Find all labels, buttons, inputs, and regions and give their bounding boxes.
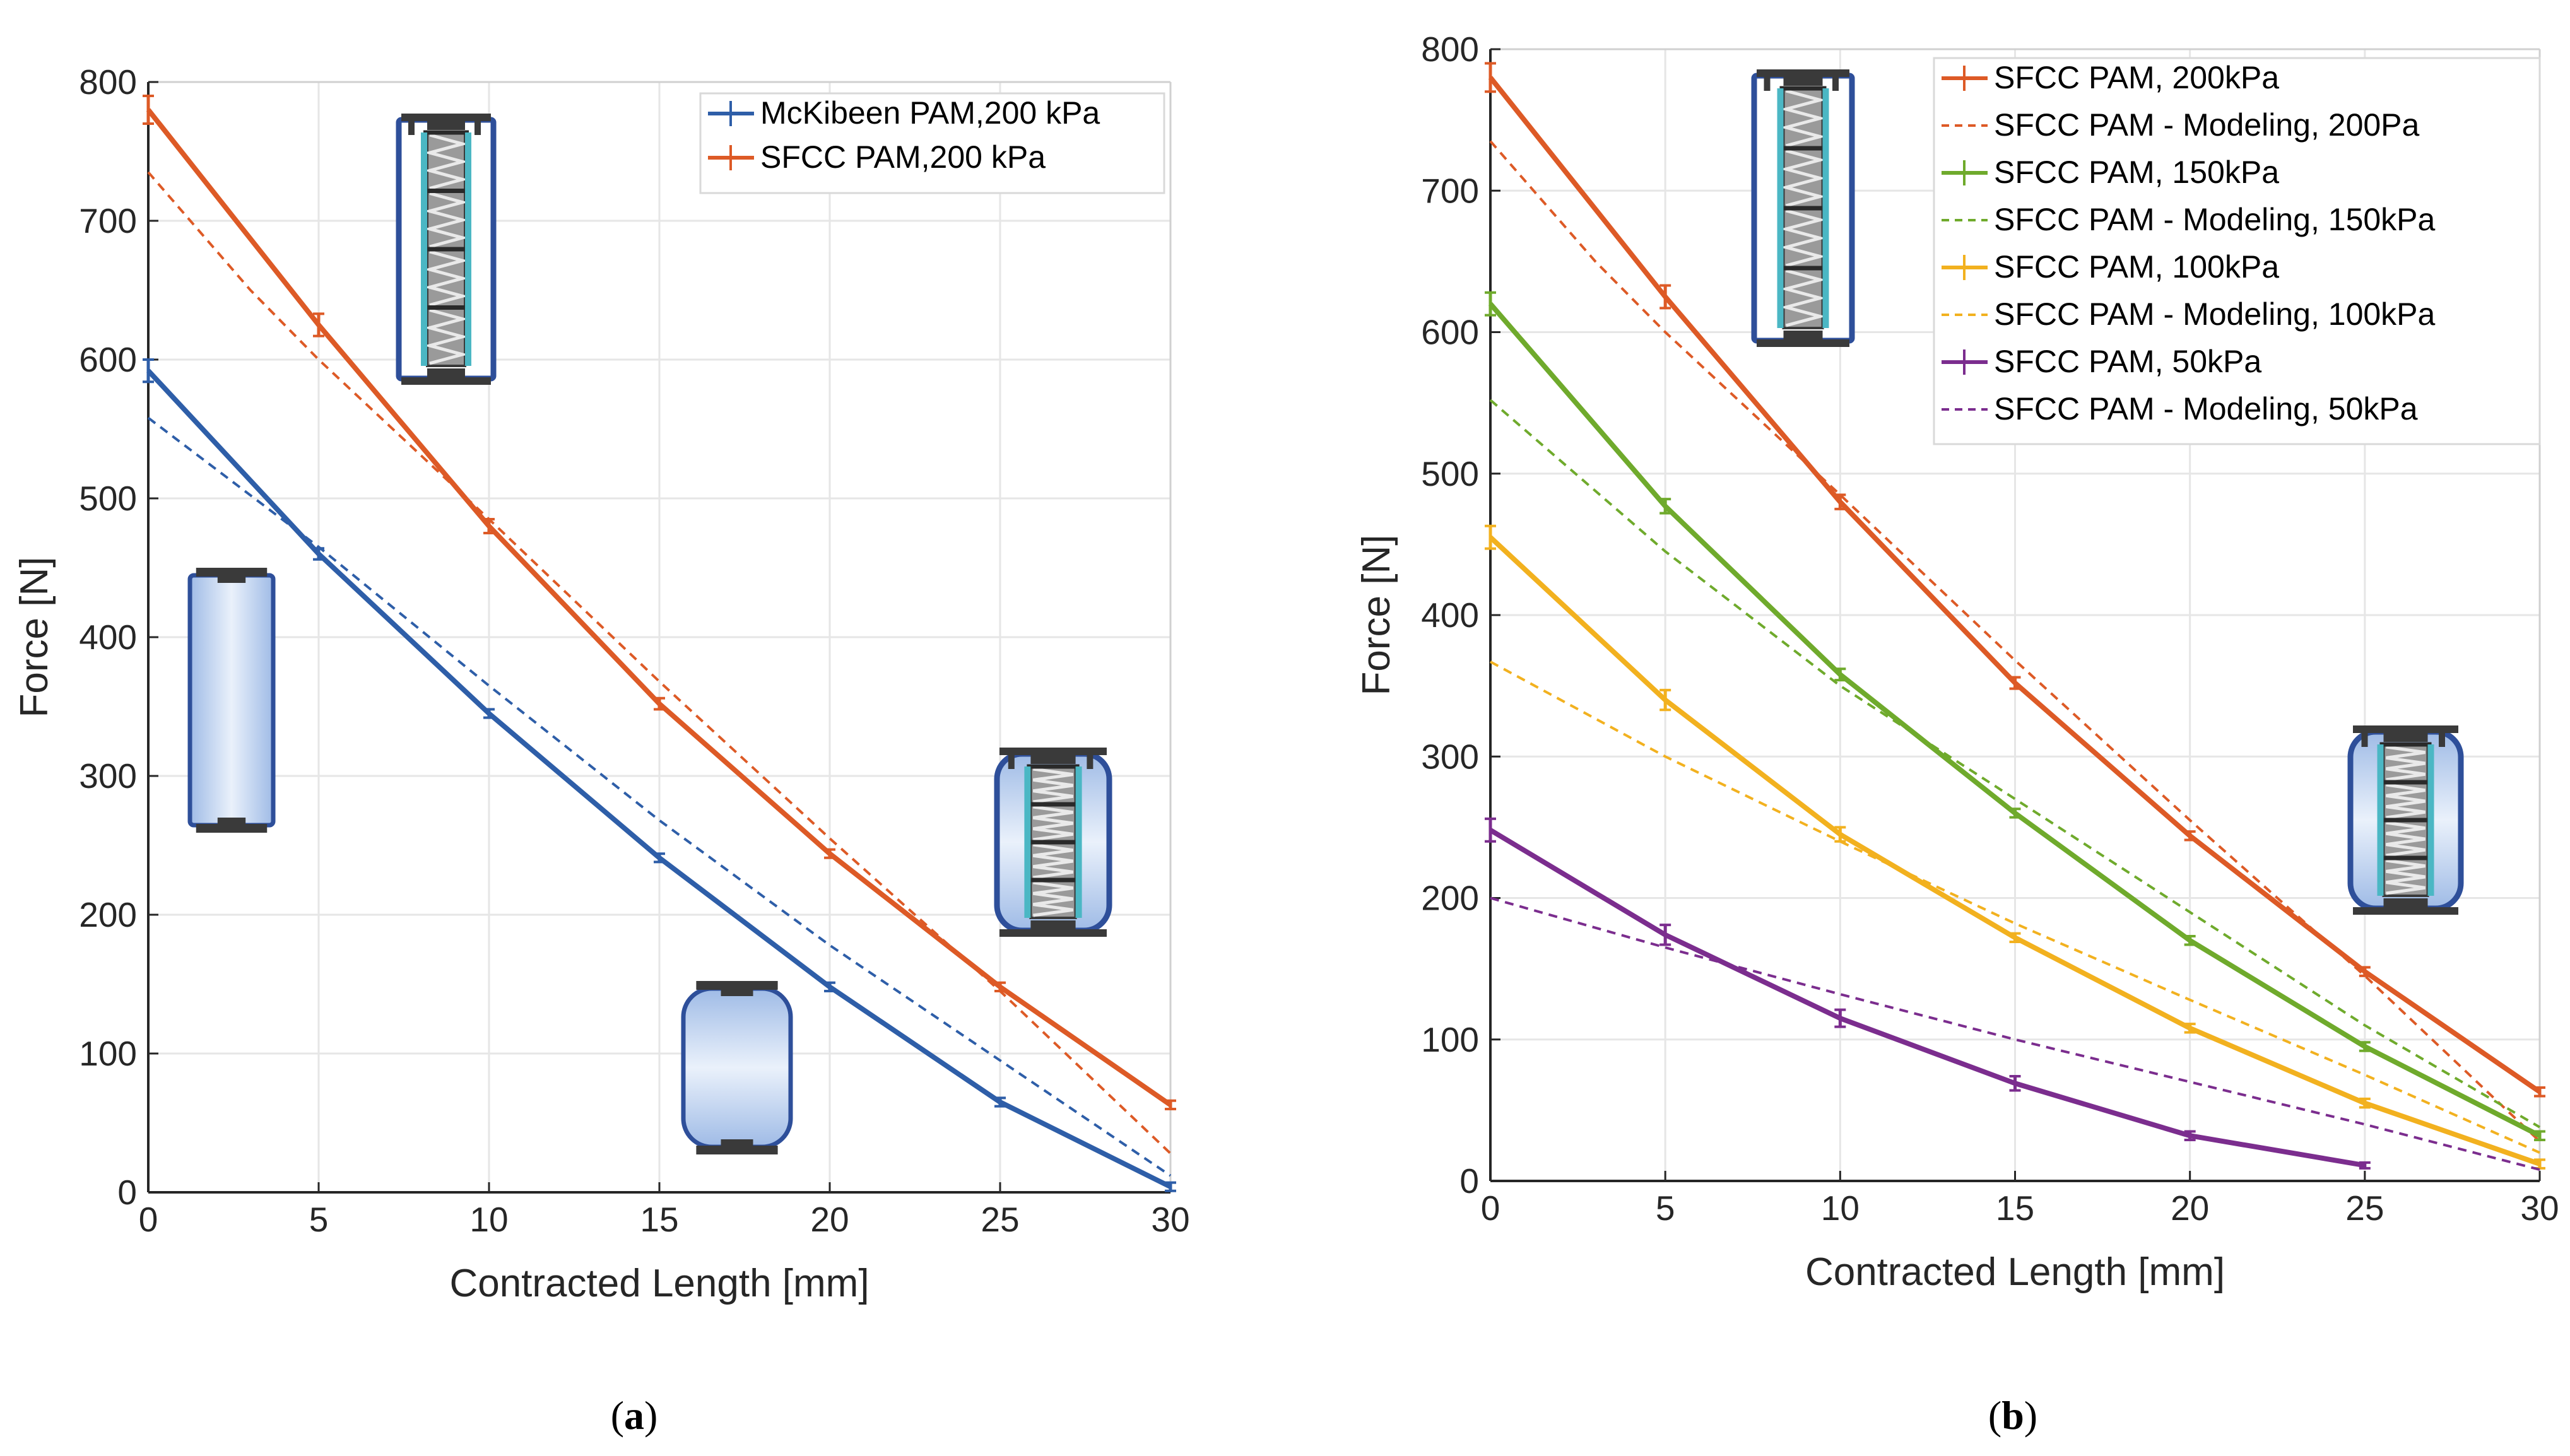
x-tick-label: 5 [1656, 1189, 1675, 1228]
y-tick-label: 700 [1421, 171, 1479, 210]
chart-panel-a: 0 5 10 15 20 25 300100200300400500600700800Con… [13, 62, 1190, 1438]
series-sfcc-pam-200kpa [1485, 62, 2545, 1098]
panel-caption: (a) [611, 1393, 658, 1438]
caption-open: ( [1988, 1393, 2001, 1438]
y-tick-label: 700 [79, 201, 137, 240]
caption-close: ) [644, 1393, 657, 1438]
x-axis-label: Contracted Length [mm] [449, 1262, 869, 1305]
series-sfcc-pam-150kpa [1485, 291, 2545, 1141]
y-tick-label: 100 [79, 1034, 137, 1073]
series-line [1490, 896, 2540, 1171]
legend-label: SFCC PAM,200 kPa [760, 139, 1046, 175]
x-tick-label: 15 [640, 1200, 678, 1239]
series-sfcc-pam-200-kpa [143, 95, 1176, 1110]
series-mckibeen-pam-modeling-200-kpa [147, 416, 1172, 1177]
y-tick-label: 300 [1421, 737, 1479, 776]
mckibben-pam-extended-illustration [187, 568, 276, 833]
legend-label: SFCC PAM, 50kPa [1994, 344, 2261, 379]
y-tick-label: 600 [79, 340, 137, 379]
y-tick-label: 100 [1421, 1020, 1479, 1059]
y-tick-label: 0 [117, 1173, 137, 1212]
y-axis-label: Force [N] [1355, 535, 1398, 696]
series-mckibeen-pam-200-kpa [143, 358, 1176, 1192]
series-line [1488, 828, 2366, 1168]
legend-label: SFCC PAM, 200kPa [1994, 60, 2279, 95]
sfcc-pam-contracted-illustration [2347, 725, 2464, 915]
y-axis-label: Force [N] [13, 557, 56, 718]
legend-label: SFCC PAM, 100kPa [1994, 249, 2279, 285]
y-tick-label: 500 [1421, 454, 1479, 493]
y-tick-label: 200 [1421, 879, 1479, 918]
series-sfcc-pam-modeling-200pa [1489, 140, 2541, 1142]
y-tick-label: 500 [79, 479, 137, 518]
series-sfcc-pam-modeling-150kpa [1489, 399, 2541, 1129]
legend-label: McKibeen PAM,200 kPa [760, 95, 1100, 131]
series-line [147, 171, 1172, 1154]
legend-label: SFCC PAM - Modeling, 200Pa [1994, 107, 2420, 143]
x-tick-label: 0 [139, 1200, 158, 1239]
legend: SFCC PAM, 200kPa SFCC PAM - Modeling, 200… [1933, 57, 2541, 445]
x-tick-label: 25 [2345, 1189, 2384, 1228]
caption-open: ( [611, 1393, 624, 1438]
x-tick-label: 15 [1996, 1189, 2034, 1228]
y-tick-label: 600 [1421, 313, 1479, 352]
series-line [1489, 140, 2541, 1142]
y-tick-label: 400 [1421, 596, 1479, 635]
sfcc-pam-extended-illustration [1751, 69, 1855, 347]
x-tick-label: 20 [2171, 1189, 2209, 1228]
caption-close: ) [2024, 1393, 2037, 1438]
sfcc-pam-extended-illustration [396, 114, 497, 385]
panel-caption: (b) [1988, 1393, 2037, 1438]
caption-letter: a [624, 1393, 644, 1438]
legend-label: SFCC PAM - Modeling, 150kPa [1994, 202, 2436, 237]
x-tick-label: 25 [981, 1200, 1019, 1239]
x-tick-label: 30 [2520, 1189, 2559, 1228]
series-sfcc-pam-modeling-100kpa [1490, 660, 2540, 1154]
y-tick-label: 800 [79, 62, 137, 102]
series-sfcc-pam-100kpa [1485, 524, 2545, 1170]
y-tick-label: 300 [79, 756, 137, 796]
x-tick-label: 0 [1481, 1189, 1500, 1228]
x-tick-label: 30 [1151, 1200, 1189, 1239]
chart-panel-b: 0 5 10 15 20 25 300100200300400500600700800Con… [1355, 30, 2559, 1438]
legend-label: SFCC PAM - Modeling, 50kPa [1994, 391, 2418, 426]
series-sfcc-pam-modeling-200-kpa [147, 171, 1172, 1154]
x-tick-label: 20 [810, 1200, 849, 1239]
legend-box [699, 92, 1165, 194]
x-tick-label: 10 [469, 1200, 508, 1239]
x-tick-label: 10 [1821, 1189, 1860, 1228]
legend: McKibeen PAM,200 kPa SFCC PAM,200 kPa [699, 92, 1165, 194]
series-line [1489, 399, 2541, 1129]
y-tick-label: 0 [1459, 1161, 1479, 1201]
y-tick-label: 800 [1421, 30, 1479, 69]
mckibben-pam-contracted-illustration [681, 981, 793, 1154]
series-sfcc-pam-modeling-50kpa [1490, 896, 2540, 1171]
y-tick-label: 200 [79, 895, 137, 934]
x-tick-label: 5 [309, 1200, 329, 1239]
legend-label: SFCC PAM - Modeling, 100kPa [1994, 296, 2436, 332]
legend-label: SFCC PAM, 150kPa [1994, 155, 2279, 190]
series-sfcc-pam-50kpa [1485, 817, 2371, 1170]
legend-box [1933, 57, 2541, 445]
caption-letter: b [2001, 1393, 2024, 1438]
series-line [147, 416, 1172, 1177]
sfcc-pam-contracted-illustration [994, 748, 1112, 937]
x-axis-label: Contracted Length [mm] [1805, 1250, 2225, 1294]
series-line [1490, 660, 2540, 1154]
y-tick-label: 400 [79, 618, 137, 657]
